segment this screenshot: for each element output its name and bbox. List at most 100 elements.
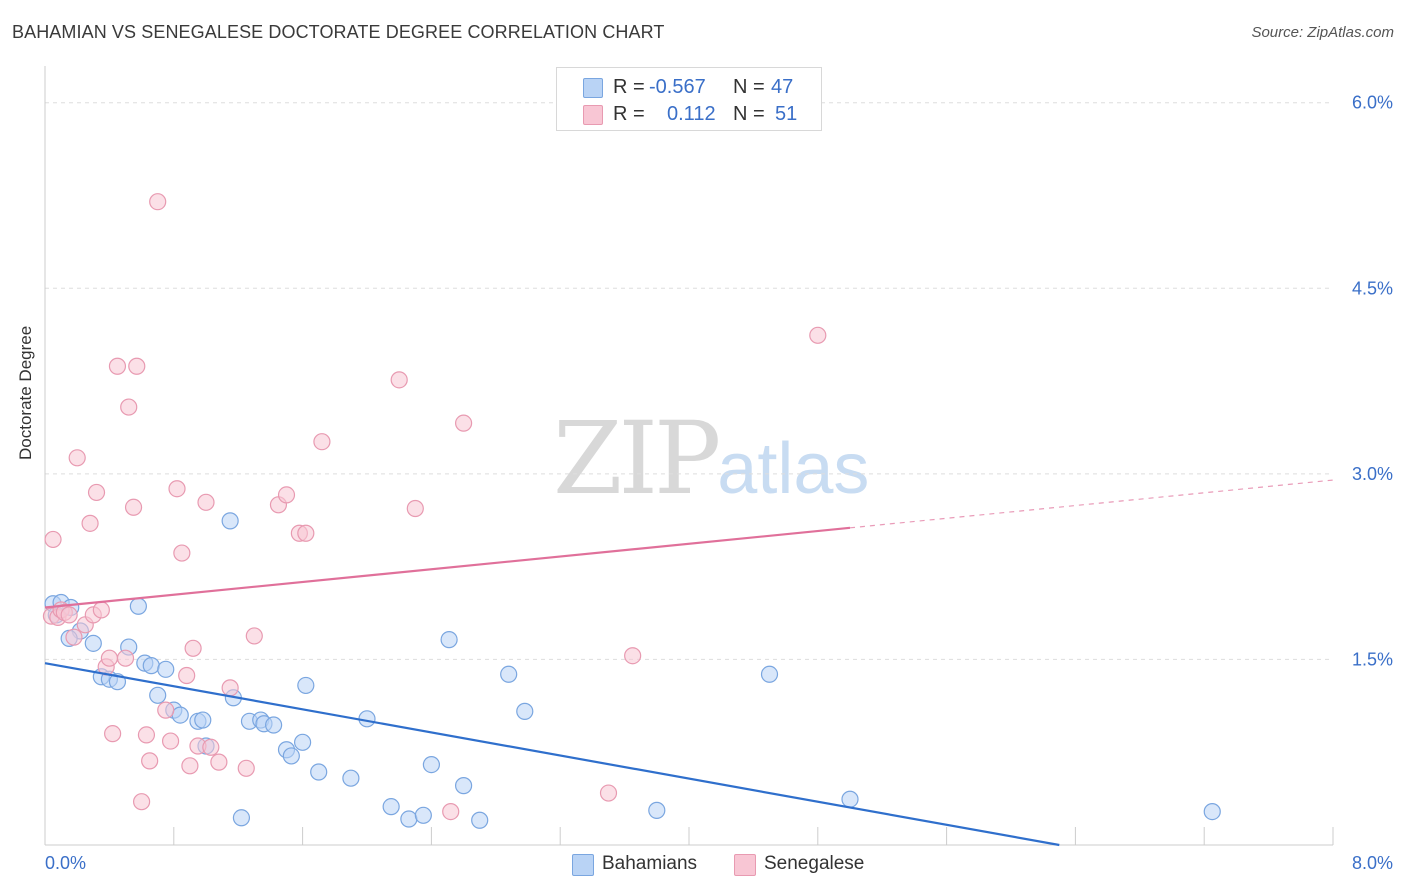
legend-label-senegalese: Senegalese: [764, 853, 865, 874]
bahamians-point: [414, 806, 432, 824]
legend-r-label: R =: [613, 103, 645, 125]
senegalese-trend-extension: [849, 479, 1334, 529]
bahamians-point: [142, 657, 160, 675]
watermark-zip: ZIP: [553, 400, 721, 517]
bahamians-point: [282, 747, 300, 765]
bahamians-point: [440, 631, 458, 649]
bahamians-point: [149, 686, 167, 704]
bahamians-point: [265, 716, 283, 734]
legend-swatch-bahamians: [572, 854, 594, 876]
senegalese-point: [599, 784, 618, 802]
senegalese-point: [202, 738, 220, 756]
senegalese-point: [141, 752, 159, 770]
senegalese-point: [100, 649, 119, 667]
senegalese-point: [210, 753, 228, 771]
bahamians-point: [760, 665, 779, 683]
senegalese-point: [277, 486, 296, 504]
bahamians-point: [455, 777, 473, 795]
legend-n-value-blue: 47: [771, 76, 794, 98]
senegalese-point: [455, 414, 473, 432]
y-tick-label: 6.0%: [1352, 93, 1393, 113]
senegalese-point: [181, 757, 199, 775]
legend-label-bahamians: Bahamians: [602, 853, 698, 874]
y-tick-label: 4.5%: [1352, 278, 1393, 298]
senegalese-point: [173, 544, 191, 562]
bahamians-point: [221, 512, 239, 530]
senegalese-point: [390, 371, 408, 389]
legend-r-value-pink: 0.112: [667, 103, 716, 125]
senegalese-point: [184, 639, 202, 657]
bahamians-point: [297, 676, 315, 695]
x-tick-label-min: 0.0%: [45, 853, 86, 873]
senegalese-point: [406, 499, 424, 518]
senegalese-point: [313, 433, 331, 451]
bahamians-point: [400, 810, 418, 828]
senegalese-point: [809, 326, 827, 344]
senegalese-point: [92, 601, 110, 619]
senegalese-point: [157, 701, 175, 719]
senegalese-point: [68, 449, 86, 467]
chart-title: BAHAMIAN VS SENEGALESE DOCTORATE DEGREE …: [12, 22, 665, 42]
bahamians-point: [157, 660, 175, 678]
senegalese-point: [65, 628, 83, 646]
senegalese-point: [87, 483, 106, 502]
senegalese-point: [108, 357, 127, 375]
y-tick-label: 1.5%: [1352, 649, 1393, 669]
bahamians-point: [171, 706, 189, 724]
bahamians-point: [232, 809, 251, 827]
bahamians-point: [841, 790, 859, 808]
watermark-atlas: atlas: [717, 429, 870, 509]
legend-swatch-senegalese: [734, 854, 756, 876]
legend-r-value-blue: -0.567: [649, 76, 706, 98]
senegalese-point: [161, 732, 180, 750]
senegalese-point: [81, 514, 99, 532]
senegalese-point: [133, 793, 151, 811]
stats-legend: R = -0.567 N = 47 R = 0.112 N = 51: [556, 67, 822, 131]
bahamians-point: [471, 811, 489, 829]
senegalese-point: [60, 606, 78, 624]
senegalese-point: [120, 398, 138, 416]
y-axis-label: Doctorate Degree: [16, 325, 35, 460]
senegalese-point: [149, 193, 167, 211]
senegalese-point: [297, 524, 315, 542]
bahamians-point: [129, 597, 147, 615]
legend-swatch-blue: [583, 78, 603, 98]
y-tick-label: 3.0%: [1352, 464, 1393, 484]
legend-r-label: R =: [613, 76, 645, 98]
source-label: Source: ZipAtlas.com: [1251, 24, 1394, 41]
senegalese-point: [197, 493, 215, 511]
senegalese-point: [178, 666, 196, 685]
senegalese-point: [237, 759, 255, 777]
senegalese-point: [168, 480, 186, 498]
bahamians-point: [500, 665, 518, 683]
senegalese-trend-line: [44, 526, 851, 609]
bahamians-point: [1203, 802, 1221, 821]
senegalese-point: [128, 357, 146, 375]
bahamians-point: [342, 769, 360, 787]
bahamians-point: [382, 798, 400, 816]
bahamians-point: [310, 763, 328, 781]
senegalese-point: [44, 530, 62, 549]
senegalese-point: [104, 725, 122, 743]
bahamians-point: [194, 711, 212, 729]
senegalese-point: [221, 679, 239, 697]
senegalese-point: [116, 649, 135, 667]
senegalese-point: [245, 627, 263, 645]
legend-n-label: N =: [733, 76, 765, 98]
senegalese-point: [624, 647, 642, 665]
legend-n-value-pink: 51: [775, 103, 798, 125]
bahamians-trend-line: [44, 662, 1060, 847]
x-tick-label-max: 8.0%: [1352, 853, 1393, 873]
watermark: ZIPatlas: [553, 400, 869, 517]
bahamians-point: [84, 634, 102, 652]
legend-swatch-pink: [583, 105, 603, 125]
bahamians-point: [516, 702, 534, 720]
senegalese-point: [137, 726, 156, 744]
senegalese-point: [442, 802, 460, 821]
legend-n-label: N =: [733, 103, 765, 125]
bahamians-point: [648, 801, 666, 819]
bahamians-point: [294, 733, 312, 751]
senegalese-point: [124, 498, 143, 516]
bahamians-point: [422, 755, 440, 774]
